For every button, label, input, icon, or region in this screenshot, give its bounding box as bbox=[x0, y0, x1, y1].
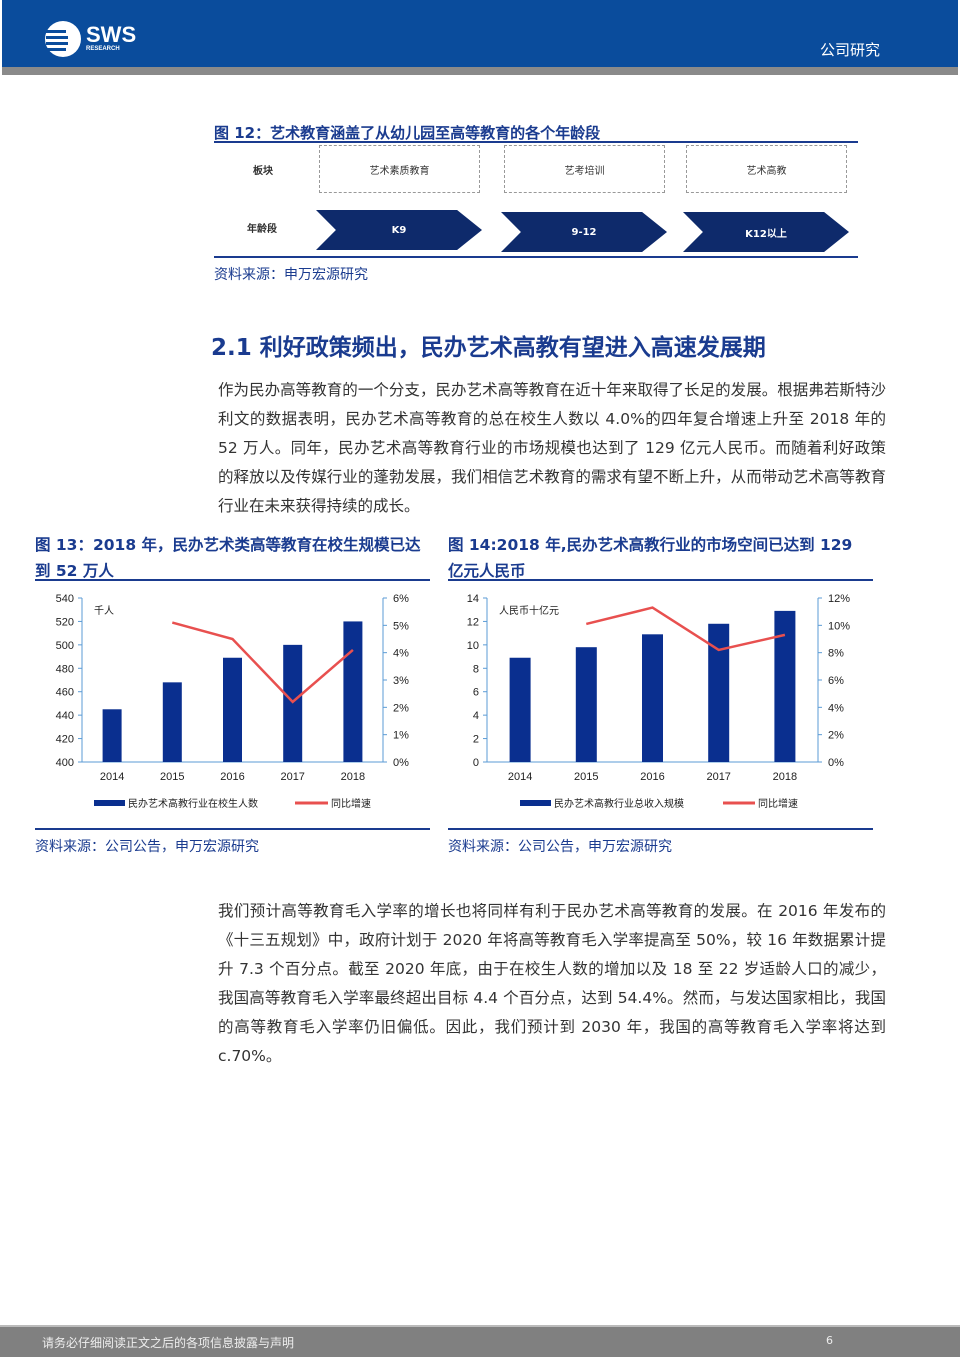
y2-tick-label: 3% bbox=[393, 675, 409, 687]
bar bbox=[509, 657, 531, 762]
age-label: 9-12 bbox=[571, 226, 597, 238]
y-tick-label: 10 bbox=[467, 640, 479, 652]
y-tick-label: 460 bbox=[56, 687, 74, 699]
y-tick-label: 0 bbox=[473, 757, 479, 769]
segment-box: 艺术高教 bbox=[686, 145, 847, 193]
x-tick-label: 2018 bbox=[773, 771, 797, 783]
body-paragraph: 作为民办高等教育的一个分支，民办艺术高等教育在近十年来取得了长足的发展。根据弗若… bbox=[218, 381, 886, 515]
y2-tick-label: 6% bbox=[828, 675, 844, 687]
age-chevron: 9-12 bbox=[501, 212, 667, 252]
footer-disclaimer: 请务必仔细阅读正文之后的各项信息披露与声明 bbox=[42, 1336, 295, 1350]
y2-tick-label: 1% bbox=[393, 730, 409, 742]
growth-line bbox=[171, 621, 354, 704]
segment-label: 艺术素质教育 bbox=[369, 165, 430, 177]
fig13-source: 资料来源：公司公告，申万宏源研究 bbox=[35, 839, 259, 855]
header-banner bbox=[2, 0, 958, 67]
y-tick-label: 4 bbox=[473, 710, 479, 722]
chart-revenue: 0 2 4 6 8 10 12 14 0% 2% 4% 6% 8% 10% 12% 2014 2015 2016 2… bbox=[467, 593, 850, 810]
y2-tick-label: 0% bbox=[393, 757, 409, 769]
bar bbox=[774, 610, 796, 762]
y2-tick-label: 2% bbox=[828, 730, 844, 742]
x-tick-label: 2016 bbox=[220, 771, 244, 783]
chart-students: 400 420 440 460 480 500 520 540 0% 1% 2% 3% 4% 5% 6% 20… bbox=[56, 593, 409, 810]
segment-label: 艺考培训 bbox=[564, 165, 605, 177]
y2-tick-label: 5% bbox=[393, 620, 409, 632]
y-tick-label: 400 bbox=[56, 757, 74, 769]
x-tick-label: 2014 bbox=[100, 771, 124, 783]
fig14-top-rule bbox=[448, 579, 873, 581]
legend-bar-swatch bbox=[94, 800, 125, 806]
age-chevron: K12以上 bbox=[683, 212, 849, 252]
y2-tick-label: 6% bbox=[393, 593, 409, 605]
bar bbox=[343, 621, 363, 762]
y-tick-label: 420 bbox=[56, 734, 74, 746]
x-tick-label: 2018 bbox=[341, 771, 365, 783]
fig14-bottom-rule bbox=[448, 828, 873, 830]
legend-line-label: 同比增速 bbox=[331, 797, 371, 810]
y-tick-label: 8 bbox=[473, 663, 479, 675]
x-tick-label: 2015 bbox=[574, 771, 598, 783]
segment-box: 艺术素质教育 bbox=[319, 145, 480, 193]
legend-line-label: 同比增速 bbox=[758, 797, 798, 810]
header-section-label: 公司研究 bbox=[819, 41, 880, 59]
fig12-row2-label: 年龄段 bbox=[247, 224, 277, 235]
y-tick-label: 2 bbox=[473, 734, 479, 746]
segment-label: 艺术高教 bbox=[746, 165, 787, 177]
y-tick-label: 540 bbox=[56, 593, 74, 605]
growth-line bbox=[585, 606, 786, 652]
body-paragraph: 我们预计高等教育毛入学率的增长也将同样有利于民办艺术高等教育的发展。在 2016… bbox=[218, 902, 886, 1065]
fig12-source: 资料来源：申万宏源研究 bbox=[214, 267, 368, 283]
y-tick-label: 6 bbox=[473, 687, 479, 699]
age-chevron: K9 bbox=[316, 210, 482, 250]
fig14-source: 资料来源：公司公告，申万宏源研究 bbox=[448, 839, 672, 855]
y-tick-label: 12 bbox=[467, 616, 479, 628]
bar bbox=[162, 682, 182, 762]
bar bbox=[575, 647, 597, 762]
legend-bar-label: 民办艺术高教行业在校生人数 bbox=[128, 797, 258, 810]
footer: 请务必仔细阅读正文之后的各项信息披露与声明 6 bbox=[0, 1325, 960, 1357]
fig12-row1-label: 板块 bbox=[253, 166, 273, 177]
bar bbox=[223, 657, 242, 762]
logo-mark-icon bbox=[45, 21, 81, 57]
y2-tick-label: 2% bbox=[393, 702, 409, 714]
fig13-top-rule bbox=[35, 579, 430, 581]
y2-tick-label: 10% bbox=[828, 620, 850, 632]
bar bbox=[102, 709, 122, 762]
x-tick-label: 2016 bbox=[640, 771, 664, 783]
legend-bar-swatch bbox=[520, 800, 551, 806]
fig12-title: 图 12：艺术教育涵盖了从幼儿园至高等教育的各个年龄段 bbox=[214, 124, 601, 142]
age-label: K9 bbox=[391, 224, 407, 236]
bar bbox=[642, 634, 663, 762]
x-tick-label: 2017 bbox=[706, 771, 730, 783]
x-tick-label: 2017 bbox=[280, 771, 304, 783]
y2-tick-label: 12% bbox=[828, 593, 850, 605]
sws-logo: SWS RESEARCH bbox=[44, 20, 154, 60]
fig12-bottom-rule bbox=[214, 256, 858, 258]
legend-bar-label: 民办艺术高教行业总收入规模 bbox=[554, 797, 684, 810]
unit-label: 千人 bbox=[94, 605, 114, 617]
y2-tick-label: 0% bbox=[828, 757, 844, 769]
y2-tick-label: 4% bbox=[393, 648, 409, 660]
unit-label: 人民币十亿元 bbox=[499, 604, 559, 617]
y2-tick-label: 4% bbox=[828, 702, 844, 714]
y-tick-label: 440 bbox=[56, 710, 74, 722]
y2-tick-label: 8% bbox=[828, 648, 844, 660]
y-tick-label: 520 bbox=[56, 616, 74, 628]
y-tick-label: 480 bbox=[56, 663, 74, 675]
header-divider bbox=[2, 67, 958, 75]
fig13-title: 图 13：2018 年，民办艺术类高等教育在校生规模已达到 52 万人 bbox=[35, 536, 421, 580]
page-number: 6 bbox=[826, 1334, 833, 1347]
bar bbox=[708, 623, 730, 762]
segment-box: 艺考培训 bbox=[504, 145, 665, 193]
section-heading: 2.1 利好政策频出，民办艺术高教有望进入高速发展期 bbox=[211, 335, 766, 361]
x-tick-label: 2014 bbox=[508, 771, 532, 783]
fig14-title: 图 14:2018 年,民办艺术高教行业的市场空间已达到 129 亿元人民币 bbox=[448, 536, 853, 580]
age-label: K12以上 bbox=[745, 228, 787, 240]
y-tick-label: 500 bbox=[56, 640, 74, 652]
y-tick-label: 14 bbox=[467, 593, 479, 605]
x-tick-label: 2015 bbox=[160, 771, 184, 783]
fig12-top-rule bbox=[214, 141, 858, 143]
fig13-bottom-rule bbox=[35, 828, 430, 830]
